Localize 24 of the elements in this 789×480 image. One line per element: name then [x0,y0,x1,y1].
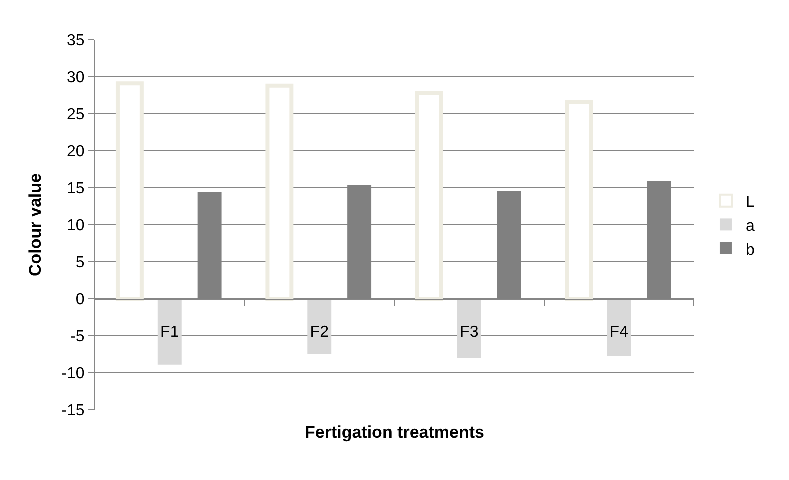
bar [158,299,182,365]
y-axis-title: Colour value [26,174,46,276]
bar [607,299,632,356]
x-tick-label: F1 [160,324,180,342]
y-tick-label: 25 [67,106,85,124]
y-tick-label: 15 [67,180,85,198]
y-tick-label: -15 [62,402,85,420]
y-tick-label: 0 [76,292,85,309]
x-tick-label: F4 [610,324,629,342]
y-tick-label: 35 [67,32,85,50]
y-tick-label: 30 [67,70,85,87]
y-tick-label: 10 [67,218,85,235]
y-tick-label: 5 [76,254,85,272]
x-tick-label: F3 [460,324,479,342]
y-tick-label: -10 [62,366,85,383]
legend-label: a [746,218,755,235]
y-tick-label: -5 [70,328,85,346]
x-axis-title: Fertigation treatments [305,423,484,442]
legend-label: b [746,242,755,259]
y-tick-label: 20 [67,144,85,161]
x-tick-label: F2 [310,324,330,342]
bar [308,299,332,354]
legend-label: L [746,194,755,212]
bar [457,299,482,358]
